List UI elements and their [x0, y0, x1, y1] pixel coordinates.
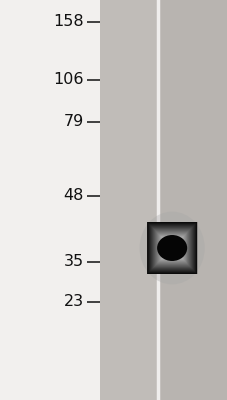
FancyBboxPatch shape	[163, 240, 180, 256]
Text: 79: 79	[63, 114, 83, 130]
Ellipse shape	[156, 235, 186, 261]
Text: 106: 106	[53, 72, 83, 88]
Bar	[100, 0, 158, 400]
FancyBboxPatch shape	[165, 242, 177, 254]
FancyBboxPatch shape	[149, 224, 194, 272]
Text: 23: 23	[63, 294, 83, 310]
Ellipse shape	[139, 212, 204, 284]
FancyBboxPatch shape	[162, 238, 181, 258]
FancyBboxPatch shape	[152, 228, 191, 268]
FancyBboxPatch shape	[151, 227, 192, 269]
FancyBboxPatch shape	[159, 235, 184, 261]
Text: 35: 35	[63, 254, 83, 270]
Bar	[0, 0, 100, 400]
FancyBboxPatch shape	[160, 236, 183, 260]
Text: 48: 48	[63, 188, 83, 204]
FancyBboxPatch shape	[161, 237, 182, 259]
FancyBboxPatch shape	[155, 231, 187, 265]
FancyBboxPatch shape	[150, 226, 193, 270]
Bar	[159, 0, 227, 400]
FancyBboxPatch shape	[157, 232, 186, 264]
Text: 158: 158	[53, 14, 83, 30]
FancyBboxPatch shape	[164, 241, 178, 255]
FancyBboxPatch shape	[148, 223, 195, 273]
FancyBboxPatch shape	[154, 230, 188, 266]
FancyBboxPatch shape	[153, 229, 190, 267]
FancyBboxPatch shape	[158, 234, 185, 262]
FancyBboxPatch shape	[146, 222, 196, 274]
